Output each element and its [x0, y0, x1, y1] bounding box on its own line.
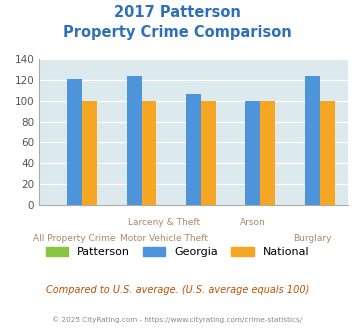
- Bar: [305, 76, 320, 205]
- Text: 2017 Patterson: 2017 Patterson: [114, 5, 241, 20]
- Bar: [260, 101, 275, 205]
- Bar: [67, 79, 82, 205]
- Bar: [320, 101, 334, 205]
- Text: Burglary: Burglary: [293, 234, 332, 243]
- Text: © 2025 CityRating.com - https://www.cityrating.com/crime-statistics/: © 2025 CityRating.com - https://www.city…: [53, 317, 302, 323]
- Bar: [127, 76, 142, 205]
- Text: Property Crime Comparison: Property Crime Comparison: [63, 25, 292, 40]
- Text: All Property Crime: All Property Crime: [33, 234, 116, 243]
- Bar: [142, 101, 156, 205]
- Text: Compared to U.S. average. (U.S. average equals 100): Compared to U.S. average. (U.S. average …: [46, 285, 309, 295]
- Text: Arson: Arson: [240, 218, 266, 227]
- Text: Larceny & Theft: Larceny & Theft: [128, 218, 200, 227]
- Legend: Patterson, Georgia, National: Patterson, Georgia, National: [42, 242, 313, 262]
- Bar: [201, 101, 216, 205]
- Bar: [186, 94, 201, 205]
- Bar: [82, 101, 97, 205]
- Bar: [245, 101, 260, 205]
- Text: Motor Vehicle Theft: Motor Vehicle Theft: [120, 234, 208, 243]
